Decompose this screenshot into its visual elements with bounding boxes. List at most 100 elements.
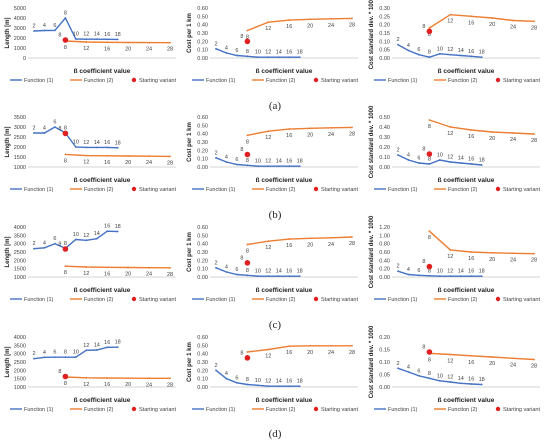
c3-s2-point	[491, 251, 494, 254]
d3-ytick-label: 0.15	[379, 348, 390, 354]
a2-ytick-label: 0.30	[197, 31, 208, 37]
c1-s1-data-label: 10	[73, 232, 79, 238]
c3-ytick-label: 0.00	[379, 275, 390, 281]
b1-xlabel: ß coefficient value	[74, 177, 131, 184]
c2-s1-point	[298, 275, 301, 278]
a2-s1-data-label: 4	[225, 46, 228, 52]
d1-s2-point	[148, 377, 150, 380]
a2-s1-data-label: 2	[214, 41, 217, 47]
d2-ytick-label: 0.30	[197, 360, 208, 366]
d3-s2-point	[449, 353, 452, 356]
c2-s1-point	[225, 271, 228, 273]
d1-s1-point	[54, 356, 56, 359]
c3-s2-data-label: 24	[510, 257, 516, 263]
c3-s1-data-label: 8	[428, 268, 431, 274]
b1-ytick-label: 2500	[14, 135, 26, 141]
c1-s1-data-label: 4	[43, 240, 46, 246]
d1-s1-point	[106, 346, 109, 349]
d1-s1-point	[33, 357, 35, 360]
d3-legend-label: Function (2)	[448, 407, 478, 413]
b3-s1-point	[438, 159, 441, 161]
a2-ylabel: Cost per 1 km	[187, 13, 193, 53]
c1-s2-data-label: 8	[64, 270, 67, 276]
a1-s1-data-label: 8	[64, 11, 67, 17]
b2-ytick-label: 0.10	[197, 157, 208, 163]
b1-ytick-label: 3000	[14, 125, 26, 131]
d2-s1-data-label: 6	[235, 375, 238, 381]
d1-ytick-label: 1000	[14, 385, 26, 391]
b2-s1-data-label: 12	[265, 159, 271, 165]
a3-ylabel: Cost standard dev. * 1000	[369, 0, 375, 69]
d2-s2-point	[309, 344, 312, 347]
d2-xlabel: ß coefficient value	[256, 397, 313, 404]
b3-s2-data-label: 20	[489, 136, 495, 142]
d2-legend-label: Function (1)	[206, 407, 236, 413]
a1-s2-data-label: 8	[64, 45, 67, 51]
a3-s2-point	[533, 20, 535, 23]
c2-ytick-label: 0.20	[197, 258, 208, 264]
a3-s1-data-label: 10	[437, 46, 443, 52]
a1-s2-point	[148, 41, 150, 44]
d1-s2-point	[85, 376, 88, 379]
b2-s2-point	[351, 126, 353, 129]
a3-s1-point	[418, 53, 420, 56]
d2-ytick-label: 0.10	[197, 377, 208, 383]
a1-ytick-label: 2000	[14, 36, 26, 42]
d1-ytick-label: 1500	[14, 377, 26, 383]
d1-s1-data-label: 4	[43, 350, 46, 356]
a3-ytick-label: 0.15	[379, 31, 390, 37]
b3-series-line-2	[429, 119, 535, 135]
b2-legend-label: Function (2)	[266, 187, 296, 193]
a2-ytick-label: 0.10	[197, 48, 208, 54]
d1-s1-data-label: 2	[32, 351, 35, 357]
c1-s1-data-label: 8	[64, 241, 67, 247]
b2-s1-point	[277, 165, 280, 168]
b2-legend-label: Starting variant	[321, 187, 358, 193]
c2-s2-data-label: 20	[307, 242, 313, 248]
c2-xlabel: ß coefficient value	[256, 287, 313, 294]
a2-legend-label: Function (2)	[266, 78, 296, 84]
b3-s2-point	[428, 119, 431, 121]
c1-starting-variant-label: 8	[58, 242, 61, 248]
b1-s1-point	[43, 132, 46, 134]
a3-s2-data-label: 28	[531, 25, 537, 31]
b2-s1-point	[288, 165, 291, 168]
b2-s1-data-label: 6	[235, 157, 238, 163]
b1-legend-label: Function (1)	[24, 187, 54, 193]
c1-s2-data-label: 28	[167, 272, 173, 278]
c2-starting-variant-label: 8	[240, 255, 243, 261]
b2-ytick-label: 0.30	[197, 140, 208, 146]
d1-ytick-label: 3500	[14, 343, 26, 349]
d2-legend-label: Starting variant	[321, 407, 358, 413]
c1-s1-data-label: 12	[83, 233, 89, 239]
a1-legend-label: Starting variant	[139, 78, 176, 84]
c3-ytick-label: 0.80	[379, 242, 390, 248]
d2-ylabel: Cost per 1 km	[187, 342, 193, 382]
b2-legend-marker-start	[313, 186, 319, 192]
d1-s1-point	[43, 356, 46, 359]
d3-s1-data-label: 2	[396, 361, 399, 367]
d2-s1-data-label: 16	[286, 379, 292, 385]
b1-s2-point	[106, 154, 109, 157]
c3-legend-label: Starting variant	[503, 297, 540, 303]
d2-ytick-label: 0.50	[197, 343, 208, 349]
a2-s1-point	[236, 54, 238, 57]
d3-s2-point	[512, 357, 514, 360]
c1-ytick-label: 4000	[14, 225, 26, 231]
a1-s1-point	[85, 38, 88, 41]
d3-legend-label: Starting variant	[503, 407, 540, 413]
c1-s1-data-label: 14	[94, 231, 100, 237]
d3-s1-point	[480, 383, 483, 386]
c3-s2-point	[533, 252, 535, 255]
a3-s1-data-label: 4	[407, 43, 410, 49]
a1-s2-point	[106, 41, 109, 44]
a3-s1-data-label: 18	[479, 50, 485, 56]
d3-s1-data-label: 8	[428, 371, 431, 377]
a2-legend-label: Function (1)	[206, 78, 236, 84]
a1-s1-data-label: 2	[32, 24, 35, 30]
b3-s1-data-label: 8	[428, 157, 431, 163]
a2-legend-label: Starting variant	[321, 78, 358, 84]
c3-legend-marker-start	[495, 296, 501, 302]
b3-s2-data-label: 8	[428, 124, 431, 130]
a2-legend-marker-start	[313, 77, 319, 83]
